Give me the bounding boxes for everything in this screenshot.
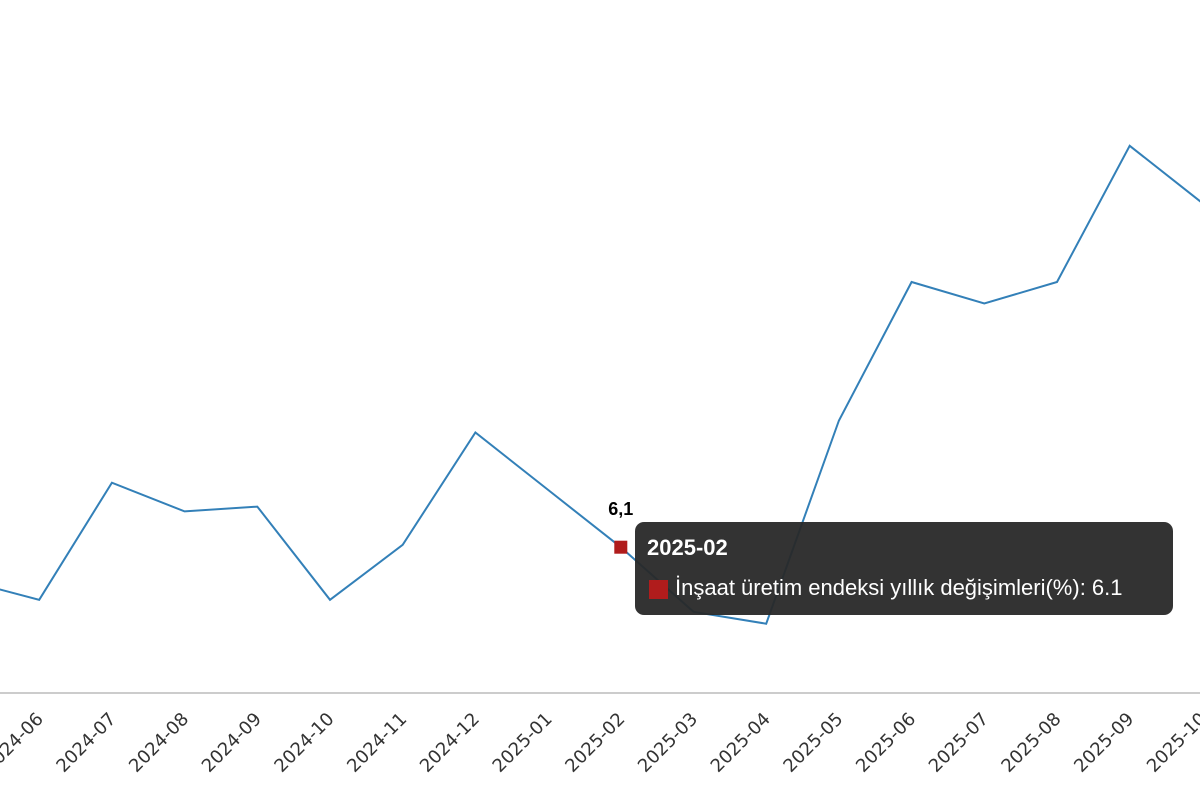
x-tick-label: 2025-10 [1143, 709, 1200, 777]
x-tick-label: 2025-06 [852, 709, 920, 777]
highlighted-point-marker[interactable] [614, 540, 628, 554]
x-tick-label: 2024-11 [343, 709, 411, 777]
x-tick-label: 2024-12 [416, 709, 484, 777]
tooltip-series-swatch [649, 580, 668, 599]
series-line-0[interactable] [0, 144, 1200, 625]
x-tick-label: 2025-07 [925, 709, 993, 777]
x-tick-label: 2025-05 [779, 709, 847, 777]
x-tick-label: 2024-07 [52, 709, 120, 777]
data-label-0: 6,1 [608, 499, 633, 519]
x-tick-label: 2025-04 [707, 709, 775, 777]
tooltip-value-text: İnşaat üretim endeksi yıllık değişimleri… [675, 575, 1123, 600]
x-tick-label: 2025-03 [634, 709, 702, 777]
tooltip: 2025-02 İnşaat üretim endeksi yıllık değ… [635, 522, 1173, 615]
x-tick-label: 2024-09 [198, 709, 266, 777]
x-tick-label: 2025-08 [997, 709, 1065, 777]
tooltip-title: 2025-02 [647, 535, 728, 560]
x-tick-label: 2024-10 [270, 709, 338, 777]
x-tick-label: 2024-08 [125, 709, 193, 777]
x-tick-label: 2024-06 [0, 709, 48, 777]
x-tick-label: 2025-02 [561, 709, 629, 777]
x-tick-label: 2025-09 [1070, 709, 1138, 777]
x-tick-label: 2025-01 [489, 709, 557, 777]
